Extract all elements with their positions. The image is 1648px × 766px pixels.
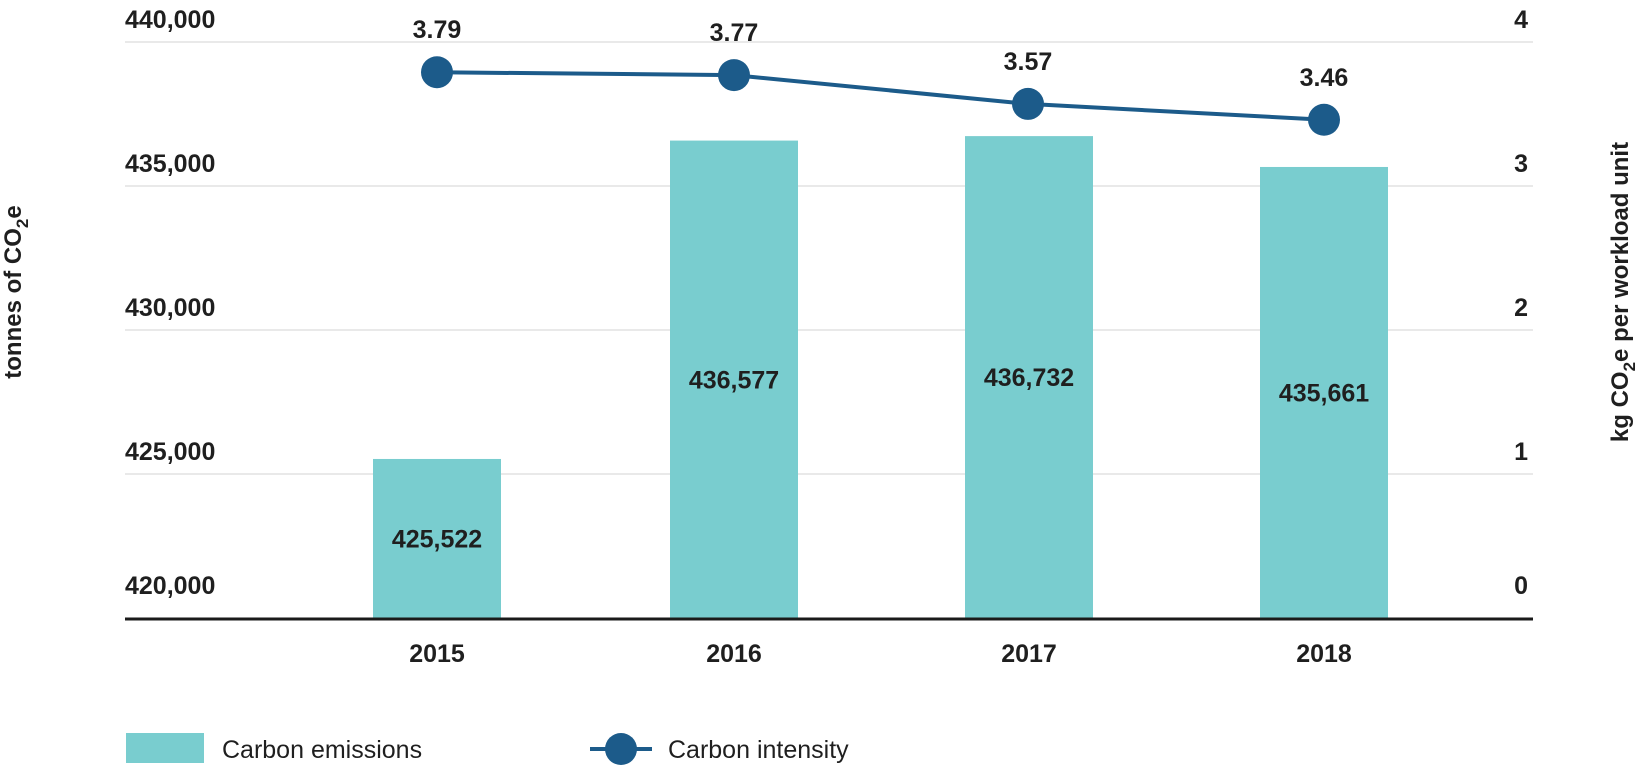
y-axis-left-title-main: tonnes of CO [0,228,27,379]
intensity-value-label: 3.46 [1300,64,1349,92]
bar-value-label: 436,732 [984,364,1074,392]
y-axis-left-title-tail: e [0,205,27,218]
intensity-value-label: 3.57 [1004,48,1053,76]
x-tick-label: 2017 [1001,640,1057,668]
intensity-line-path [436,70,1325,122]
y-axis-right-title-sub: 2 [1620,362,1639,371]
y-axis-left-title-sub: 2 [13,219,32,228]
y-right-tick-label: 1 [1514,438,1528,466]
bar-value-label: 425,522 [392,525,482,553]
y-right-tick-label: 2 [1514,294,1528,322]
y-left-tick-label: 440,000 [125,6,215,34]
intensity-line [421,56,1340,136]
intensity-value-label: 3.77 [710,19,759,47]
axes: 420,000 425,000 430,000 435,000 440,000 0 1 2 3 4… [125,6,1533,668]
y-left-tick-label: 420,000 [125,572,215,600]
y-right-tick-label: 0 [1514,572,1528,600]
y-axis-left-title: tonnes of CO2e [0,205,32,378]
bar-2017 [965,136,1093,618]
legend-label-carbon-emissions: Carbon emissions [222,736,422,764]
y-right-tick-label: 3 [1514,150,1528,178]
x-tick-label: 2016 [706,640,762,668]
bar-2016 [670,140,798,618]
legend-label-carbon-intensity: Carbon intensity [668,736,849,764]
y-axis-right-title-main: kg CO [1607,371,1634,442]
x-tick-label: 2015 [409,640,465,668]
intensity-point-2017 [1012,87,1044,120]
legend: Carbon emissions Carbon intensity [126,733,849,765]
intensity-point-2018 [1308,103,1340,136]
legend-marker-carbon-intensity [605,733,637,765]
bars [373,136,1388,618]
bar-value-label: 436,577 [689,366,779,394]
bar-2015 [373,458,501,618]
bar-2018 [1260,166,1388,618]
y-left-tick-label: 435,000 [125,150,215,178]
intensity-point-2016 [718,59,750,92]
y-axis-right-title-tail: e per workload unit [1607,142,1634,362]
intensity-point-2015 [421,56,453,89]
intensity-value-label: 3.79 [413,16,462,44]
data-labels: 425,522 436,577 436,732 435,661 3.79 3.77 3.57… [392,16,1369,553]
y-right-tick-label: 4 [1514,6,1528,34]
y-left-tick-label: 425,000 [125,438,215,466]
y-left-tick-label: 430,000 [125,294,215,322]
legend-swatch-carbon-emissions [126,733,204,763]
y-axis-right-title: kg CO2e per workload unit [1607,142,1639,442]
x-tick-label: 2018 [1296,640,1352,668]
bar-value-label: 435,661 [1279,379,1369,407]
